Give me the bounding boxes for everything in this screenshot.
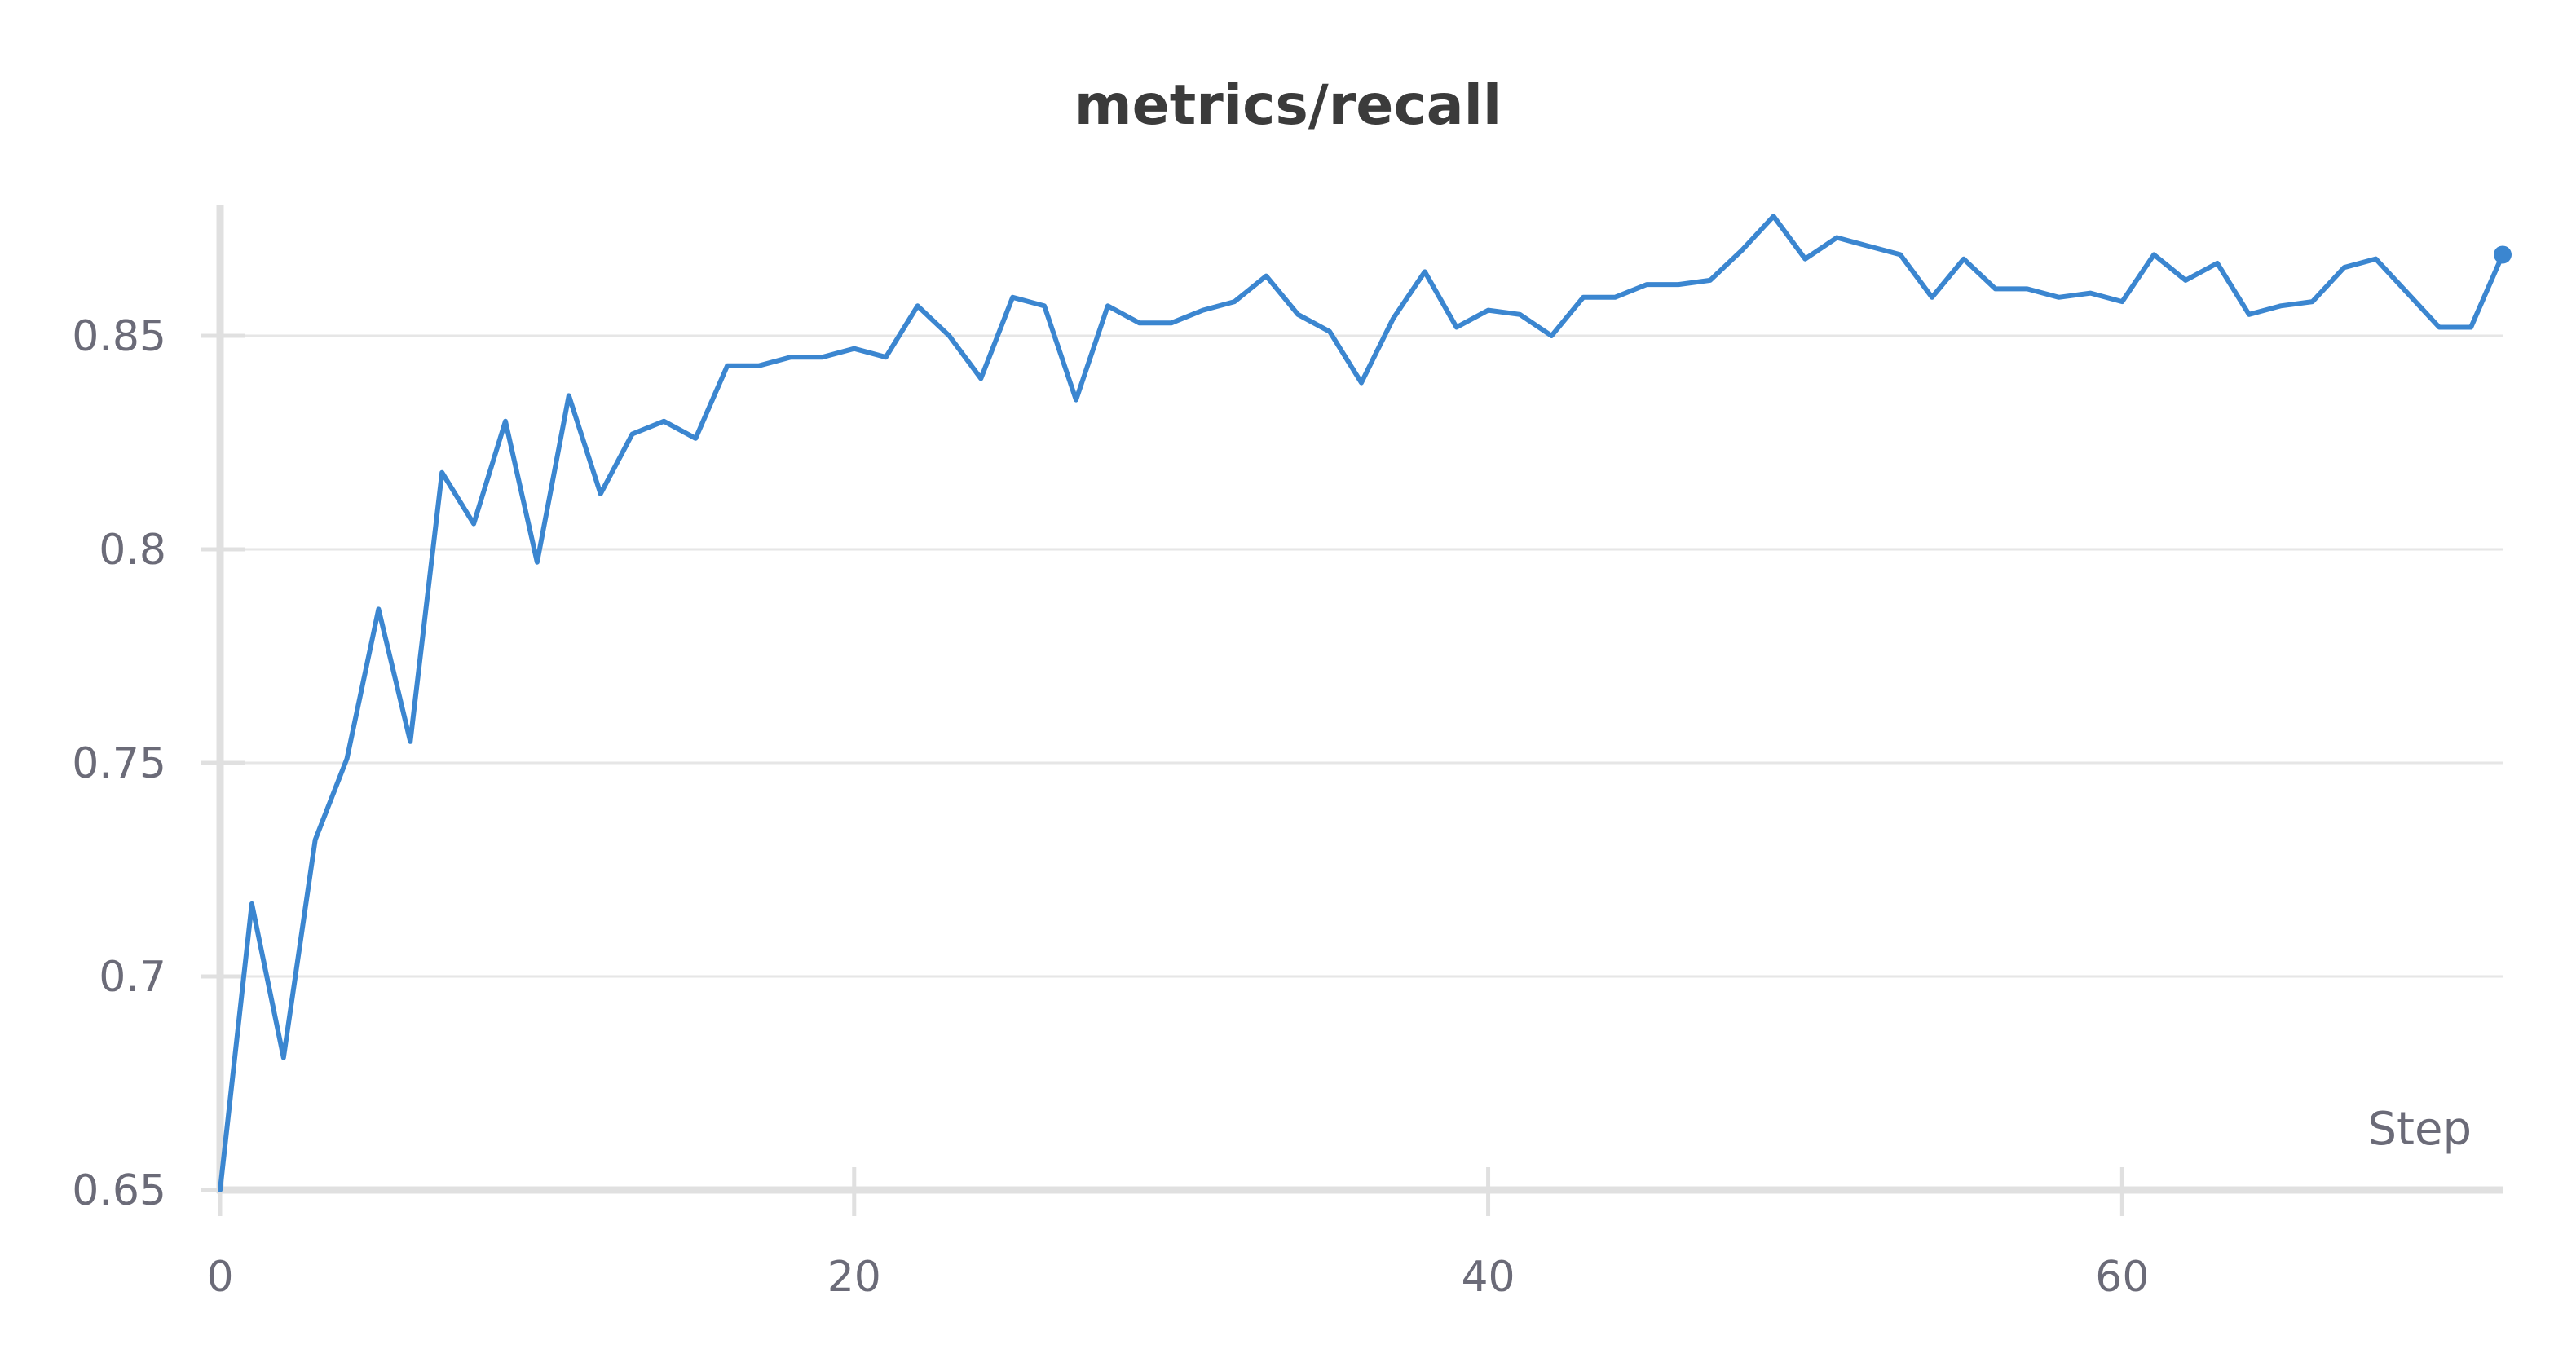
y-tick-label: 0.8 [99, 526, 166, 575]
y-tick-label: 0.65 [72, 1166, 166, 1215]
x-axis-title: Step [2367, 1103, 2472, 1156]
x-tick-label: 20 [827, 1253, 881, 1302]
chart-title: metrics/recall [1074, 73, 1502, 138]
axes [201, 205, 2503, 1216]
tick-labels: 0.65 0.7 0.75 0.8 0.85 0 20 40 60 [72, 312, 2149, 1302]
x-tick-label: 60 [2095, 1253, 2149, 1302]
y-tick-label: 0.7 [99, 953, 166, 1002]
series-line [218, 214, 2505, 1192]
x-tick-label: 0 [206, 1253, 233, 1302]
series-layer [218, 214, 2512, 1192]
gridlines [220, 334, 2503, 978]
x-tick-label: 40 [1461, 1253, 1515, 1302]
y-tick-label: 0.75 [72, 739, 166, 788]
y-tick-label: 0.85 [72, 312, 166, 361]
last-point-marker [2494, 245, 2512, 264]
